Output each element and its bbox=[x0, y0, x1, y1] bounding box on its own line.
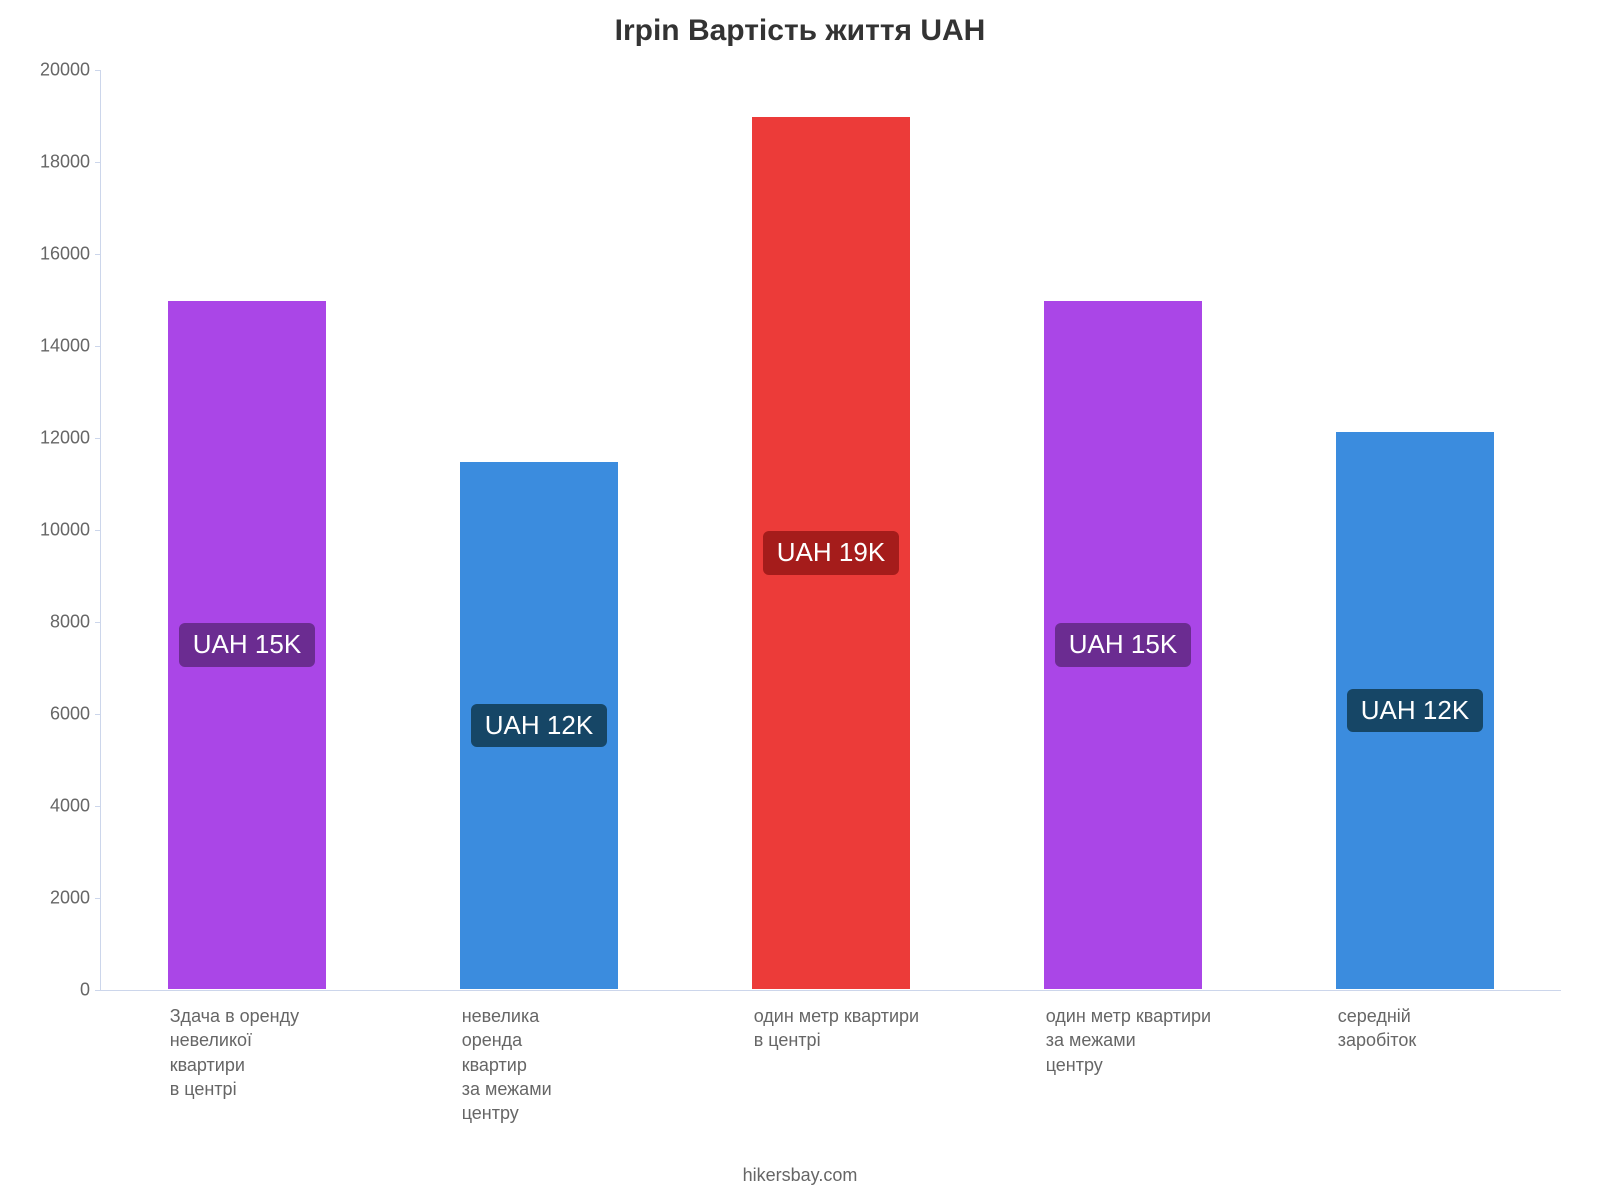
bar: UAH 15K bbox=[167, 300, 328, 990]
y-tick-label: 16000 bbox=[0, 244, 90, 265]
cost-of-living-chart: Irpin Вартість життя UAH 0 2000 4000 6000 80… bbox=[0, 0, 1600, 1200]
bar-value-label: UAH 12K bbox=[471, 704, 607, 747]
bar-value-label: UAH 15K bbox=[179, 623, 315, 666]
y-tick-label: 20000 bbox=[0, 60, 90, 81]
y-tick-label: 14000 bbox=[0, 336, 90, 357]
y-tick-label: 8000 bbox=[0, 612, 90, 633]
bar: UAH 12K bbox=[1335, 431, 1496, 990]
bar: UAH 19K bbox=[751, 116, 912, 990]
y-tick-label: 4000 bbox=[0, 796, 90, 817]
y-tick-label: 12000 bbox=[0, 428, 90, 449]
attribution-text: hikersbay.com bbox=[0, 1165, 1600, 1186]
bar: UAH 15K bbox=[1043, 300, 1204, 990]
x-category-label: невеликаорендаквартирза межамицентру bbox=[462, 1004, 552, 1125]
bar-value-label: UAH 15K bbox=[1055, 623, 1191, 666]
plot-area: UAH 15K UAH 12K UAH 19K UAH 15K UAH 12K bbox=[100, 70, 1561, 991]
y-tick-label: 6000 bbox=[0, 704, 90, 725]
bar-value-label: UAH 19K bbox=[763, 531, 899, 574]
chart-title: Irpin Вартість життя UAH bbox=[0, 14, 1600, 48]
y-tick-label: 10000 bbox=[0, 520, 90, 541]
x-category-label: середнійзаробіток bbox=[1338, 1004, 1417, 1053]
y-tick-label: 0 bbox=[0, 980, 90, 1001]
x-category-label: один метр квартирив центрі bbox=[754, 1004, 919, 1053]
x-category-label: один метр квартириза межамицентру bbox=[1046, 1004, 1211, 1077]
y-tick-label: 2000 bbox=[0, 888, 90, 909]
y-tick-label: 18000 bbox=[0, 152, 90, 173]
x-category-label: Здача в орендуневеликоїквартирив центрі bbox=[170, 1004, 299, 1101]
bar: UAH 12K bbox=[459, 461, 620, 990]
bar-value-label: UAH 12K bbox=[1347, 689, 1483, 732]
